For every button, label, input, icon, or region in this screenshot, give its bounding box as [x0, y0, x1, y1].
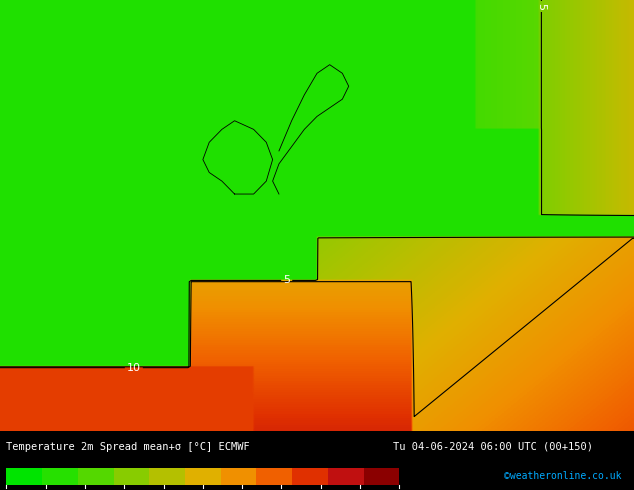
FancyBboxPatch shape — [292, 467, 328, 485]
FancyBboxPatch shape — [6, 467, 42, 485]
Text: 5: 5 — [536, 3, 547, 10]
Text: Temperature 2m Spread mean+σ [°C] ECMWF: Temperature 2m Spread mean+σ [°C] ECMWF — [6, 442, 250, 452]
Text: Tu 04-06-2024 06:00 UTC (00+150): Tu 04-06-2024 06:00 UTC (00+150) — [393, 442, 593, 452]
Text: 10: 10 — [127, 363, 141, 373]
FancyBboxPatch shape — [328, 467, 364, 485]
FancyBboxPatch shape — [185, 467, 221, 485]
FancyBboxPatch shape — [78, 467, 113, 485]
FancyBboxPatch shape — [149, 467, 185, 485]
FancyBboxPatch shape — [364, 467, 399, 485]
FancyBboxPatch shape — [113, 467, 149, 485]
FancyBboxPatch shape — [257, 467, 292, 485]
Text: 5: 5 — [283, 275, 290, 285]
FancyBboxPatch shape — [221, 467, 257, 485]
Text: ©weatheronline.co.uk: ©weatheronline.co.uk — [504, 471, 621, 481]
FancyBboxPatch shape — [42, 467, 78, 485]
